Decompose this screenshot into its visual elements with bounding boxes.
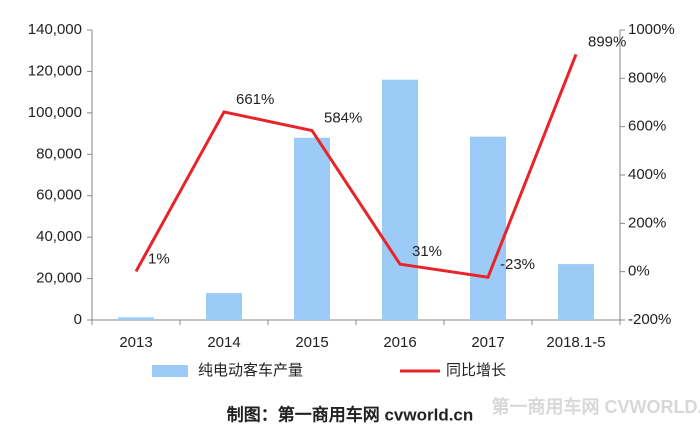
x-tick-label: 2018.1-5	[546, 334, 605, 351]
x-tick-label: 2013	[119, 334, 152, 351]
y2-tick-label: 200%	[628, 214, 666, 231]
data-label: 661%	[236, 91, 274, 108]
y2-tick-label: 400%	[628, 166, 666, 183]
y-tick-label: 60,000	[36, 187, 82, 204]
data-label: 31%	[412, 243, 442, 260]
bar	[118, 317, 154, 320]
y2-tick-label: -200%	[628, 311, 671, 328]
legend-label: 纯电动客车产量	[198, 362, 303, 379]
bar	[470, 136, 506, 320]
bar	[382, 79, 418, 320]
y2-tick-label: 800%	[628, 69, 666, 86]
y-tick-label: 100,000	[28, 104, 82, 121]
data-label: 1%	[148, 250, 170, 267]
y2-tick-label: 600%	[628, 118, 666, 135]
y2-tick-label: 1000%	[628, 21, 675, 38]
y-tick-label: 140,000	[28, 21, 82, 38]
bar	[206, 293, 242, 320]
y-tick-label: 0	[74, 311, 82, 328]
bar	[558, 264, 594, 320]
y2-tick-label: 0%	[628, 263, 650, 280]
x-tick-label: 2014	[207, 334, 240, 351]
y-tick-label: 80,000	[36, 145, 82, 162]
y-tick-label: 20,000	[36, 270, 82, 287]
data-label: 584%	[324, 110, 362, 127]
x-tick-label: 2015	[295, 334, 328, 351]
y-tick-label: 120,000	[28, 62, 82, 79]
watermark: 第一商用车网 CVWORLD.CN	[492, 396, 700, 417]
line	[134, 53, 578, 279]
x-tick-label: 2017	[471, 334, 504, 351]
data-label: 899%	[588, 33, 626, 50]
footer: 制图：第一商用车网 cvworld.cn	[227, 404, 474, 424]
legend-swatch	[152, 365, 188, 377]
bar	[294, 137, 330, 320]
y-tick-label: 40,000	[36, 228, 82, 245]
x-tick-label: 2016	[383, 334, 416, 351]
data-label: -23%	[500, 256, 535, 273]
legend-label: 同比增长	[446, 362, 506, 379]
